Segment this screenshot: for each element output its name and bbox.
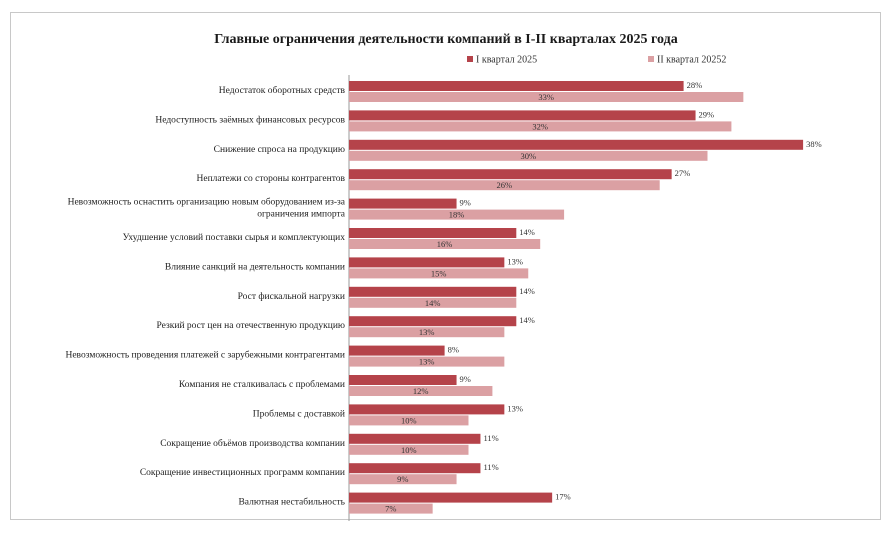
category-label: ограничения импорта (257, 210, 346, 220)
data-label-series-2: 7% (385, 504, 396, 514)
data-label-series-1: 13% (507, 256, 523, 266)
bar-series-2 (349, 150, 708, 161)
chart-title: Главные ограничения деятельности компани… (214, 32, 677, 47)
data-label-series-1: 13% (507, 403, 523, 413)
category-label: Рост фискальной нагрузки (238, 291, 345, 302)
bar-series-1 (349, 169, 672, 180)
bar-series-1 (349, 316, 517, 327)
bar-series-1 (349, 492, 553, 503)
data-label-series-2: 32% (532, 121, 548, 131)
bar-series-2 (349, 415, 469, 426)
data-label-series-1: 8% (448, 345, 459, 355)
legend-swatch-1 (467, 56, 473, 62)
bar-series-2 (349, 121, 732, 132)
data-label-series-2: 15% (431, 268, 447, 278)
legend-swatch-2 (648, 56, 654, 62)
bar-series-2 (349, 503, 433, 514)
bar-series-2 (349, 356, 505, 367)
bar-series-1 (349, 81, 684, 91)
bar-series-2 (349, 386, 493, 396)
legend-entry-2: II квартал 20252 (657, 55, 726, 66)
bar-series-1 (349, 257, 505, 268)
bar-series-2 (349, 327, 505, 338)
data-label-series-1: 38% (806, 139, 822, 149)
bar-series-1 (349, 433, 481, 444)
bar-series-1 (349, 463, 481, 474)
category-label: Валютная нестабильность (238, 497, 345, 508)
data-label-series-1: 27% (675, 168, 691, 178)
data-label-series-2: 18% (449, 210, 465, 220)
data-label-series-1: 14% (519, 227, 535, 237)
bar-series-2 (349, 92, 744, 102)
data-label-series-2: 14% (425, 298, 441, 308)
data-label-series-1: 11% (483, 462, 498, 472)
category-label: Недостаток оборотных средств (219, 85, 346, 96)
category-label: Невозможность оснастить организацию новы… (68, 197, 346, 208)
category-label: Снижение спроса на продукцию (214, 145, 345, 155)
bar-series-2 (349, 297, 517, 308)
bar-series-1 (349, 345, 445, 356)
data-label-series-1: 9% (460, 374, 471, 384)
category-label: Влияние санкций на деятельность компании (165, 261, 345, 272)
data-label-series-1: 14% (519, 286, 535, 296)
data-label-series-2: 10% (401, 415, 417, 425)
data-label-series-2: 9% (397, 474, 408, 484)
data-label-series-1: 14% (519, 315, 535, 325)
bar-series-1 (349, 110, 696, 121)
bar-series-2 (349, 268, 529, 279)
bar-series-1 (349, 198, 457, 209)
bar-series-2 (349, 239, 541, 249)
bar-series-2 (349, 209, 565, 220)
data-label-series-2: 13% (419, 327, 435, 337)
data-label-series-2: 16% (437, 239, 453, 249)
data-label-series-2: 26% (497, 180, 513, 190)
data-label-series-2: 33% (538, 92, 554, 102)
category-label: Неплатежи со стороны контрагентов (197, 174, 346, 184)
bar-series-1 (349, 404, 505, 415)
data-label-series-1: 17% (555, 492, 571, 502)
category-label: Недоступность заёмных финансовых ресурсо… (155, 114, 345, 125)
category-label: Сокращение объёмов производства компании (160, 438, 345, 449)
data-label-series-1: 28% (687, 80, 703, 90)
category-label: Сокращение инвестиционных программ компа… (140, 468, 345, 478)
bar-series-1 (349, 139, 804, 150)
data-label-series-1: 11% (483, 433, 498, 443)
bar-series-2 (349, 180, 660, 191)
data-label-series-1: 29% (699, 109, 715, 119)
category-label: Компания не сталкивалась с проблемами (179, 379, 345, 390)
legend-entry-1: I квартал 2025 (476, 55, 537, 66)
category-label: Ухудшение условий поставки сырья и компл… (123, 232, 346, 243)
chart-frame: Главные ограничения деятельности компани… (10, 12, 881, 521)
data-label-series-2: 13% (419, 357, 435, 367)
bar-series-1 (349, 375, 457, 385)
bar-series-2 (349, 444, 469, 455)
bar-series-2 (349, 474, 457, 485)
data-label-series-2: 10% (401, 445, 417, 455)
bar-series-1 (349, 286, 517, 297)
category-label: Невозможность проведения платежей с зару… (65, 350, 345, 361)
category-label: Резкий рост цен на отечественную продукц… (157, 320, 345, 331)
bar-series-1 (349, 228, 517, 238)
data-label-series-2: 30% (520, 151, 536, 161)
data-label-series-1: 9% (460, 198, 471, 208)
category-label: Проблемы с доставкой (253, 408, 345, 419)
data-label-series-2: 12% (413, 386, 429, 396)
chart-svg: Главные ограничения деятельности компани… (65, 32, 822, 521)
